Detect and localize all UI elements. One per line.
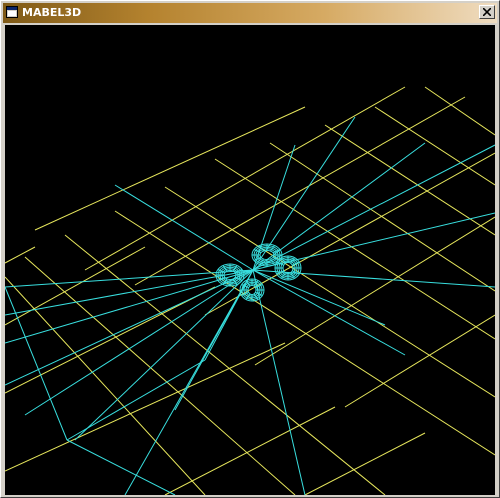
wireframe-body xyxy=(215,243,302,302)
grid-line xyxy=(204,152,495,316)
wireframe-spoke xyxy=(253,280,259,287)
wireframe-edge xyxy=(66,439,176,495)
wireframe-spoke xyxy=(222,265,228,272)
wireframe-spoke xyxy=(253,249,262,254)
grid-line xyxy=(134,96,466,286)
grid-line xyxy=(114,210,495,456)
wireframe-ray xyxy=(252,269,406,356)
wireframe-ray xyxy=(252,269,306,495)
wireframe-ray xyxy=(5,269,254,386)
grid-line xyxy=(5,276,206,495)
wireframe-ray xyxy=(5,269,254,344)
title-bar[interactable]: MABEL3D xyxy=(3,3,497,23)
close-button[interactable] xyxy=(479,5,495,19)
wireframe-ray xyxy=(114,184,254,271)
wireframe-spoke xyxy=(232,265,238,272)
wireframe-spoke xyxy=(253,293,259,300)
window-title: MABEL3D xyxy=(22,6,82,19)
wireframe-spoke xyxy=(276,270,284,275)
wireframe-ray xyxy=(252,269,386,326)
wireframe-ray xyxy=(124,269,254,495)
wireframe-spoke xyxy=(241,284,249,289)
wireframe-ray xyxy=(252,142,426,271)
grid-line xyxy=(34,106,306,231)
wireframe-spoke xyxy=(255,284,263,289)
cyan-wireframe-rays xyxy=(5,116,495,495)
wireframe-spoke xyxy=(276,261,284,266)
3d-scene xyxy=(5,86,495,495)
wireframe-spoke xyxy=(281,257,286,264)
wireframe-spoke xyxy=(232,278,238,285)
wireframe-spoke xyxy=(281,272,286,279)
wireframe-spoke xyxy=(253,256,262,261)
wireframe-edge xyxy=(5,286,68,441)
wireframe-spoke xyxy=(217,269,226,274)
grid-line xyxy=(324,124,495,236)
wireframe-spoke xyxy=(272,249,281,254)
grid-line xyxy=(164,406,336,495)
wireframe-ray xyxy=(5,269,254,316)
close-icon xyxy=(483,8,491,16)
wireframe-spoke xyxy=(222,278,228,285)
wireframe-spoke xyxy=(292,261,300,266)
wireframe-spoke xyxy=(290,272,295,279)
wireframe-spoke xyxy=(259,245,264,252)
wireframe-spoke xyxy=(234,276,243,281)
grid-line xyxy=(24,256,296,495)
wireframe-ray xyxy=(252,144,495,271)
grid-line xyxy=(344,314,495,408)
grid-line xyxy=(304,432,426,495)
wireframe-edge xyxy=(66,359,206,441)
ground-grid xyxy=(5,86,495,495)
wireframe-ray xyxy=(5,269,254,288)
wireframe-spoke xyxy=(259,258,264,265)
grid-line xyxy=(5,246,36,264)
3d-viewport[interactable] xyxy=(5,25,495,495)
wireframe-spoke xyxy=(245,293,251,300)
grid-line xyxy=(214,158,495,340)
grid-line xyxy=(5,246,146,326)
wireframe-spoke xyxy=(245,280,251,287)
grid-line xyxy=(164,186,495,398)
wireframe-spoke xyxy=(255,291,263,296)
wireframe-spoke xyxy=(292,270,300,275)
app-window-icon[interactable] xyxy=(6,6,18,18)
wireframe-spoke xyxy=(270,258,275,265)
grid-line xyxy=(254,216,495,366)
grid-line xyxy=(424,86,495,136)
wireframe-ray xyxy=(74,269,254,441)
wireframe-spoke xyxy=(217,276,226,281)
grid-line xyxy=(374,106,495,186)
grid-line xyxy=(64,234,386,495)
wireframe-spoke xyxy=(290,257,295,264)
wireframe-spoke xyxy=(234,269,243,274)
grid-line xyxy=(269,142,495,292)
grid-line xyxy=(5,342,286,472)
wireframe-spoke xyxy=(270,245,275,252)
wireframe-ray xyxy=(24,269,254,416)
grid-line xyxy=(5,286,216,394)
wireframe-spoke xyxy=(241,291,249,296)
